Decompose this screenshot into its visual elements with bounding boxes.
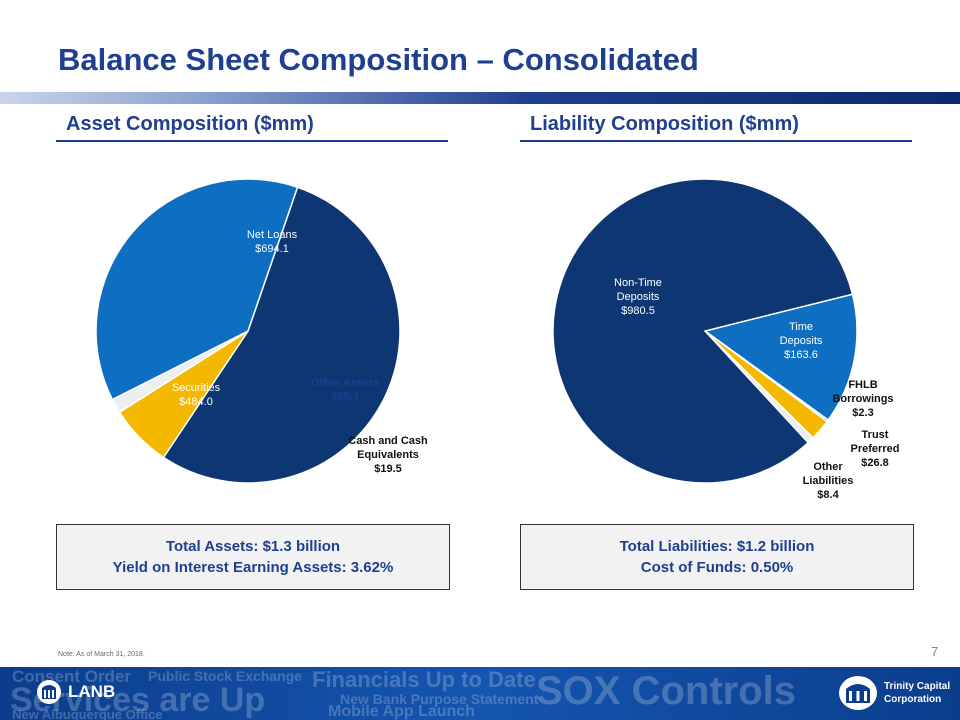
pie-label-time-deposits: Time Deposits $163.6 [780,321,823,361]
title-rule [0,92,960,104]
asset-pie-group [95,178,401,484]
pie-slice-net-loans [162,186,401,484]
asset-summary-line1: Total Assets: $1.3 billion [165,538,341,555]
liability-pie-group [552,178,858,484]
building-logo-icon [839,676,877,710]
pie-label-net-loans: Net Loans $694.1 [247,229,298,255]
asset-heading-rule [56,140,448,142]
pie-label-fhlb-borrowings: FHLB Borrowings $2.3 [832,379,893,419]
footer-watermark: Consent Order [12,667,132,686]
pie-label-securities: Securities $484.0 [172,382,221,408]
pie-label-other-assets: Other Assets $85.4 [311,377,379,403]
trinity-logo-line1: Trinity Capital [884,681,951,692]
building-logo-icon [37,680,61,704]
lanb-logo-text: LANB [68,682,116,701]
pie-label-trust-preferred: Trust Preferred $26.8 [851,429,900,469]
footer-watermark: Mobile App Launch [328,703,475,720]
footer-watermark: Public Stock Exchange [148,668,303,684]
asset-summary-box: Total Assets: $1.3 billion Yield on Inte… [56,524,450,590]
page-number: 7 [931,644,939,659]
footer-watermark: SOX Controls [536,669,797,713]
pie-slice-non-time-deposits [552,178,854,484]
pie-label-non-time-deposits: Non-Time Deposits $980.5 [614,277,662,317]
liability-heading-rule [520,140,912,142]
asset-summary-line2: Yield on Interest Earning Assets: 3.62% [112,559,394,576]
pie-label-other-liabilities: Other Liabilities $8.4 [803,461,854,501]
pie-slice-time-deposits [703,293,858,422]
liability-summary-box: Total Liabilities: $1.2 billion Cost of … [520,524,914,590]
footnote: Note: As of March 31, 2018. [58,651,145,658]
trinity-logo-line2: Corporation [884,694,942,705]
pie-slice-securities [95,178,299,401]
pie-label-cash-and-cash-equivalents: Cash and Cash Equivalents $19.5 [348,435,428,475]
footer-watermark: Financials Up to Date [312,667,536,692]
liability-heading: Liability Composition ($mm) [530,113,799,135]
liability-summary-line1: Total Liabilities: $1.2 billion [619,538,815,555]
asset-heading: Asset Composition ($mm) [66,113,314,135]
footer-watermark: New Bank Purpose Statement [340,691,539,707]
lanb-logo: LANB [36,679,115,705]
footer-banner: Consent Order Public Stock Exchange Fina… [0,667,960,720]
liability-summary-line2: Cost of Funds: 0.50% [640,559,794,576]
trinity-logo: Trinity Capital Corporation [838,675,950,711]
page-title: Balance Sheet Composition – Consolidated [58,42,699,77]
footer-watermark: New Albuquerque Office [12,707,163,720]
